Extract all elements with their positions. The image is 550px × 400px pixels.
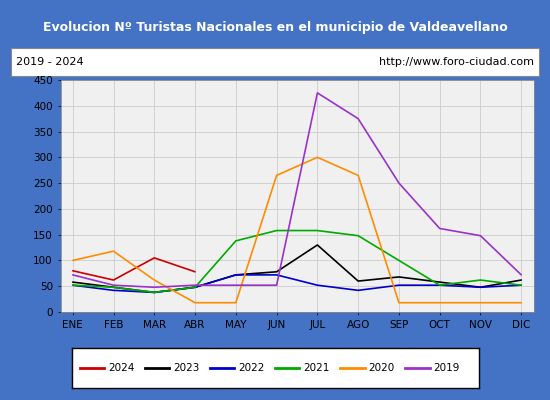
Text: http://www.foro-ciudad.com: http://www.foro-ciudad.com bbox=[379, 57, 534, 67]
Text: 2021: 2021 bbox=[304, 363, 330, 373]
Text: 2024: 2024 bbox=[108, 363, 135, 373]
Text: Evolucion Nº Turistas Nacionales en el municipio de Valdeavellano: Evolucion Nº Turistas Nacionales en el m… bbox=[43, 22, 507, 34]
Text: 2020: 2020 bbox=[368, 363, 395, 373]
Text: 2023: 2023 bbox=[173, 363, 200, 373]
Text: 2019 - 2024: 2019 - 2024 bbox=[16, 57, 84, 67]
Text: 2022: 2022 bbox=[238, 363, 265, 373]
Text: 2019: 2019 bbox=[434, 363, 460, 373]
